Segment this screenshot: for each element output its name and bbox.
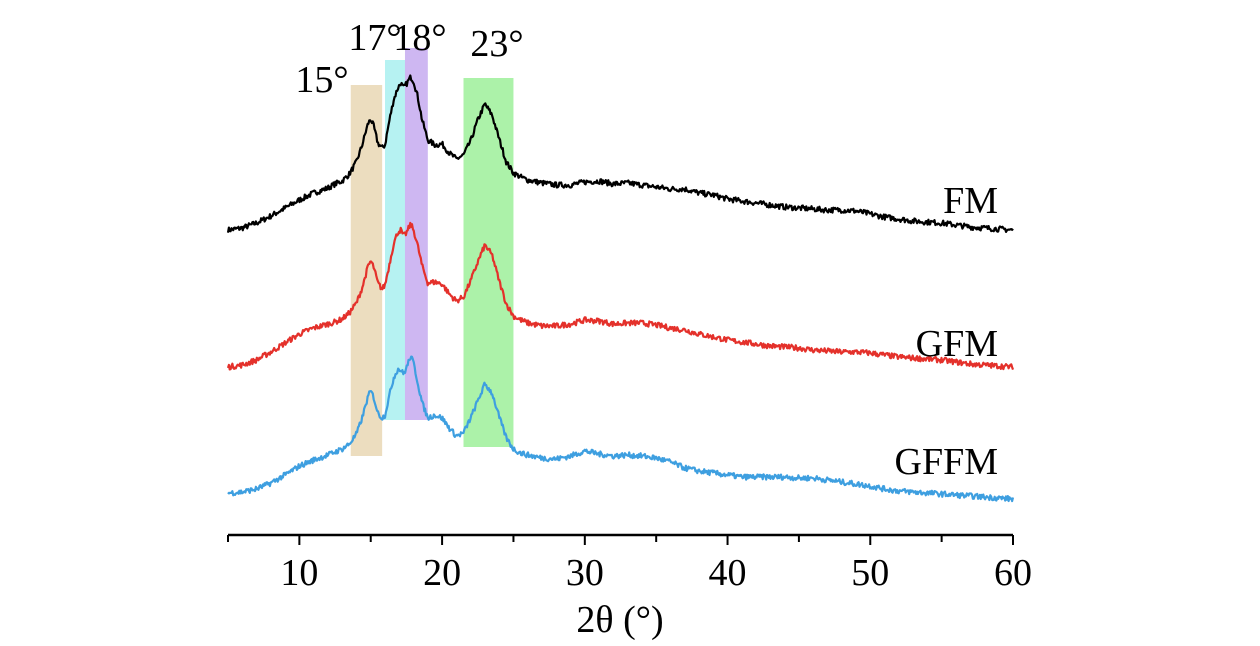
band-label-1: 17° xyxy=(348,17,401,59)
x-tick-label-10: 10 xyxy=(280,552,318,594)
highlight-bands xyxy=(350,48,514,456)
series-label-gfm: GFM xyxy=(916,323,998,365)
series-label-gffm: GFFM xyxy=(895,441,999,483)
x-tick-label-50: 50 xyxy=(851,552,889,594)
x-axis-label: 2θ (°) xyxy=(576,599,663,641)
series-labels: FM GFM GFFM xyxy=(895,180,999,483)
band-labels: 15°17°18° 23° xyxy=(295,17,523,101)
band-3 xyxy=(463,78,514,447)
series-line-gffm xyxy=(227,355,1015,503)
x-tick-label-30: 30 xyxy=(566,552,604,594)
band-label-0: 15° xyxy=(295,59,348,101)
band-label-3: 23° xyxy=(470,23,523,65)
x-tick-label-20: 20 xyxy=(423,552,461,594)
series-line-gfm xyxy=(226,221,1015,371)
band-2 xyxy=(404,48,428,420)
series-line-fm xyxy=(226,74,1014,233)
band-label-2: 18° xyxy=(393,17,446,59)
x-tick-label-60: 60 xyxy=(994,552,1032,594)
x-axis: 10 20 30 40 50 60 xyxy=(227,533,1032,594)
series-lines xyxy=(226,74,1015,503)
x-tick-label-40: 40 xyxy=(709,552,747,594)
series-label-fm: FM xyxy=(943,180,998,222)
